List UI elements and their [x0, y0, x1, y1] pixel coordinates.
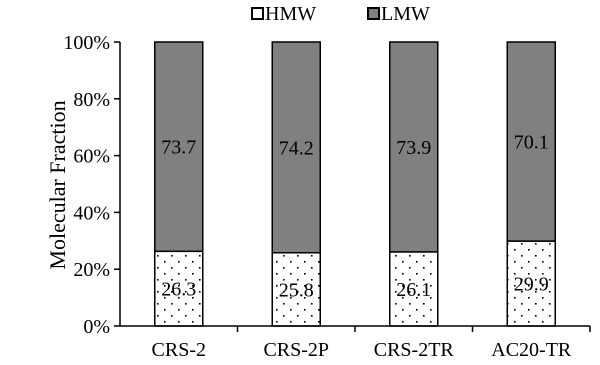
- y-tick-label: 60%: [73, 146, 110, 168]
- bar-lmw-0: [154, 41, 204, 253]
- legend-label-lmw: LMW: [381, 3, 430, 25]
- y-axis-ticks: 0% 20% 40% 60% 80% 100%: [63, 32, 120, 338]
- data-label-lmw-2: 73.9: [396, 137, 431, 159]
- legend-swatch-hmw: [251, 7, 264, 20]
- bar-lmw-2: [389, 41, 439, 253]
- x-tick-label: CRS-2P: [263, 339, 329, 361]
- bar-hmw-3: [506, 240, 556, 327]
- x-tick-label: CRS-2TR: [374, 339, 455, 361]
- y-axis-label: Molecular Fraction: [45, 100, 70, 269]
- data-label-lmw-0: 73.7: [161, 137, 196, 159]
- legend-label-hmw: HMW: [265, 3, 316, 25]
- y-tick-label: 80%: [73, 89, 110, 111]
- bars-group: 26.3 73.7 25.8 74.2 26.1 73.9 29.9 70.1: [154, 41, 556, 327]
- data-label-hmw-0: 26.3: [161, 279, 196, 301]
- data-label-lmw-3: 70.1: [514, 132, 549, 154]
- legend: HMW LMW: [251, 3, 430, 25]
- data-label-hmw-1: 25.8: [279, 279, 314, 301]
- x-tick-label: AC20-TR: [491, 339, 572, 361]
- y-tick-label: 20%: [73, 259, 110, 281]
- bar-hmw-1: [271, 251, 321, 327]
- y-tick-label: 0%: [83, 316, 110, 338]
- y-tick-label: 40%: [73, 202, 110, 224]
- bar-hmw-2: [389, 251, 439, 327]
- x-axis-ticks: CRS-2 CRS-2P CRS-2TR AC20-TR: [152, 326, 591, 361]
- x-tick-label: CRS-2: [152, 339, 206, 361]
- data-label-hmw-3: 29.9: [514, 274, 549, 296]
- y-tick-label: 100%: [63, 32, 110, 54]
- data-label-hmw-2: 26.1: [396, 279, 431, 301]
- bar-lmw-3: [506, 41, 556, 242]
- legend-swatch-lmw: [367, 7, 380, 20]
- bar-lmw-1: [271, 41, 321, 254]
- data-label-lmw-1: 74.2: [279, 137, 314, 159]
